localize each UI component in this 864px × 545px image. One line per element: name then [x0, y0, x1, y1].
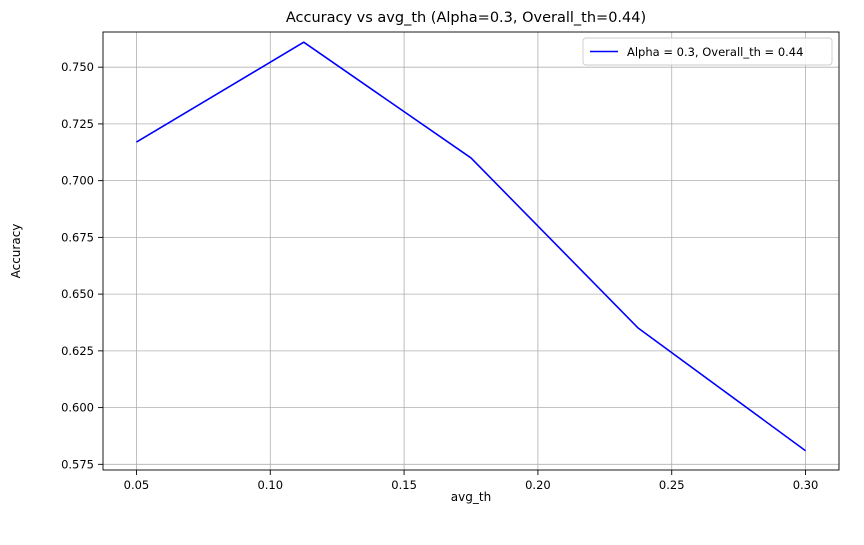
- axis-ticks: 0.05 0.10 0.15 0.20 0.25 0.30 0.575 0.600 0.625 0…: [61, 60, 818, 492]
- x-tick-label: 0.10: [257, 478, 283, 492]
- x-tick-label: 0.05: [124, 478, 150, 492]
- y-tick-label: 0.650: [61, 287, 94, 301]
- series-lines: [136, 41, 807, 452]
- x-tick-label: 0.20: [525, 478, 551, 492]
- grid-lines: [103, 32, 839, 470]
- y-tick-label: 0.725: [61, 117, 94, 131]
- x-tick-label: 0.25: [659, 478, 685, 492]
- x-tick-label: 0.15: [391, 478, 417, 492]
- chart-title: Accuracy vs avg_th (Alpha=0.3, Overall_t…: [286, 10, 646, 26]
- x-tick-label: 0.30: [793, 478, 819, 492]
- x-axis-label: avg_th: [451, 490, 491, 504]
- y-tick-label: 0.625: [61, 344, 94, 358]
- y-tick-label: 0.575: [61, 457, 94, 471]
- legend-box: [582, 37, 833, 66]
- y-tick-label: 0.675: [61, 230, 94, 244]
- legend-entry-label: Alpha = 0.3, Overall_th = 0.44: [627, 45, 803, 59]
- y-axis-label: Accuracy: [9, 224, 23, 279]
- y-tick-label: 0.600: [61, 401, 94, 415]
- y-tick-label: 0.750: [61, 60, 94, 74]
- series-line: [136, 41, 807, 452]
- legend: Alpha = 0.3, Overall_th = 0.44: [582, 37, 833, 66]
- plot-frame: [102, 31, 840, 471]
- y-tick-label: 0.700: [61, 174, 94, 188]
